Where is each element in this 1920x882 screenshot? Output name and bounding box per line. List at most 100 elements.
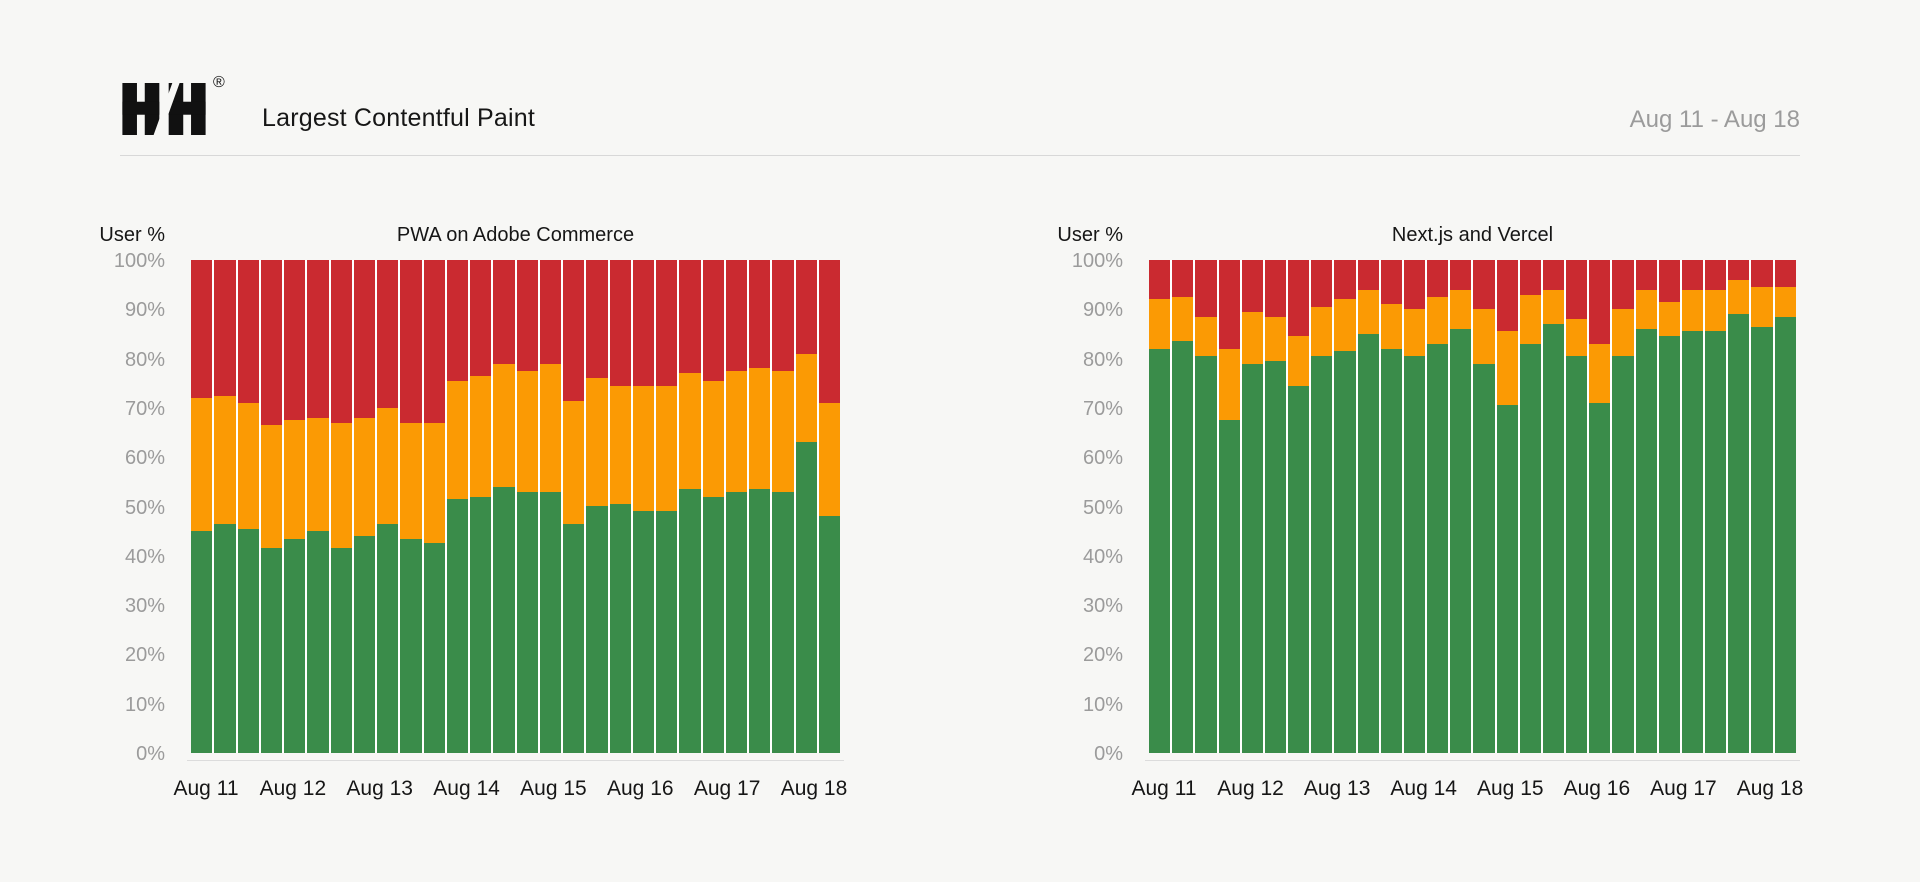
bar-segment-red[interactable] xyxy=(1311,260,1333,307)
bar-segment-red[interactable] xyxy=(1195,260,1217,317)
bar-segment-red[interactable] xyxy=(632,260,654,386)
bar-segment-orange[interactable] xyxy=(795,353,817,443)
bar-segment-orange[interactable] xyxy=(307,417,329,532)
bar-segment-red[interactable] xyxy=(1218,260,1240,349)
stacked-bar[interactable] xyxy=(1728,260,1750,753)
bar-segment-orange[interactable] xyxy=(1450,289,1472,330)
stacked-bar[interactable] xyxy=(795,260,817,753)
bar-segment-red[interactable] xyxy=(1288,260,1310,337)
stacked-bar[interactable] xyxy=(1195,260,1217,753)
stacked-bar[interactable] xyxy=(260,260,282,753)
bar-segment-green[interactable] xyxy=(1589,402,1611,753)
bar-segment-orange[interactable] xyxy=(725,370,747,492)
bar-segment-red[interactable] xyxy=(679,260,701,374)
bar-segment-orange[interactable] xyxy=(237,402,259,529)
stacked-bar[interactable] xyxy=(191,260,213,753)
bar-segment-green[interactable] xyxy=(656,511,678,753)
bar-segment-red[interactable] xyxy=(539,260,561,364)
bar-segment-green[interactable] xyxy=(191,531,213,753)
bar-segment-red[interactable] xyxy=(1427,260,1449,297)
bar-segment-green[interactable] xyxy=(1705,331,1727,753)
bar-segment-green[interactable] xyxy=(1380,348,1402,753)
stacked-bar[interactable] xyxy=(214,260,236,753)
bar-segment-red[interactable] xyxy=(1728,260,1750,280)
bar-segment-green[interactable] xyxy=(1612,356,1634,753)
bar-segment-green[interactable] xyxy=(400,538,422,753)
stacked-bar[interactable] xyxy=(1380,260,1402,753)
stacked-bar[interactable] xyxy=(772,260,794,753)
bar-segment-green[interactable] xyxy=(539,491,561,753)
bar-segment-red[interactable] xyxy=(260,260,282,426)
stacked-bar[interactable] xyxy=(330,260,352,753)
stacked-bar[interactable] xyxy=(1542,260,1565,753)
bar-segment-red[interactable] xyxy=(1705,260,1727,290)
bar-segment-red[interactable] xyxy=(284,260,306,421)
bar-segment-red[interactable] xyxy=(446,260,468,381)
bar-segment-green[interactable] xyxy=(1357,333,1379,753)
bar-segment-red[interactable] xyxy=(1681,260,1704,290)
bar-segment-red[interactable] xyxy=(586,260,608,379)
bar-segment-orange[interactable] xyxy=(1241,311,1263,364)
stacked-bar[interactable] xyxy=(353,260,375,753)
bar-segment-orange[interactable] xyxy=(284,420,306,539)
bar-segment-red[interactable] xyxy=(470,260,492,376)
bar-segment-red[interactable] xyxy=(702,260,724,381)
bar-segment-orange[interactable] xyxy=(1380,304,1402,349)
bar-segment-green[interactable] xyxy=(1334,351,1356,753)
bar-segment-red[interactable] xyxy=(1172,260,1194,297)
stacked-bar[interactable] xyxy=(1311,260,1333,753)
stacked-bar[interactable] xyxy=(1519,260,1541,753)
bar-segment-green[interactable] xyxy=(1774,316,1796,753)
bar-segment-red[interactable] xyxy=(1519,260,1541,295)
stacked-bar[interactable] xyxy=(400,260,422,753)
stacked-bar[interactable] xyxy=(1705,260,1727,753)
stacked-bar[interactable] xyxy=(586,260,608,753)
bar-segment-green[interactable] xyxy=(1635,329,1657,753)
bar-segment-red[interactable] xyxy=(1149,260,1171,300)
bar-segment-green[interactable] xyxy=(237,528,259,753)
bar-segment-green[interactable] xyxy=(1658,336,1680,753)
bar-segment-red[interactable] xyxy=(563,260,585,401)
bar-segment-red[interactable] xyxy=(1334,260,1356,300)
bar-segment-orange[interactable] xyxy=(1635,289,1657,330)
bar-segment-green[interactable] xyxy=(702,496,724,753)
stacked-bar[interactable] xyxy=(423,260,445,753)
bar-segment-orange[interactable] xyxy=(563,400,585,524)
bar-segment-green[interactable] xyxy=(1681,331,1704,753)
bar-segment-orange[interactable] xyxy=(1195,316,1217,357)
bar-segment-green[interactable] xyxy=(563,523,585,753)
bar-segment-green[interactable] xyxy=(1241,363,1263,753)
stacked-bar[interactable] xyxy=(1751,260,1773,753)
bar-segment-red[interactable] xyxy=(749,260,771,369)
bar-segment-red[interactable] xyxy=(1566,260,1588,320)
stacked-bar[interactable] xyxy=(679,260,701,753)
stacked-bar[interactable] xyxy=(609,260,631,753)
bar-segment-green[interactable] xyxy=(1218,420,1240,753)
bar-segment-orange[interactable] xyxy=(330,422,352,549)
bar-segment-green[interactable] xyxy=(1496,405,1518,753)
bar-segment-green[interactable] xyxy=(1427,343,1449,753)
bar-segment-orange[interactable] xyxy=(353,417,375,537)
bar-segment-green[interactable] xyxy=(1519,343,1541,753)
bar-segment-orange[interactable] xyxy=(586,378,608,507)
stacked-bar[interactable] xyxy=(632,260,654,753)
bar-segment-green[interactable] xyxy=(795,442,817,753)
bar-segment-orange[interactable] xyxy=(191,398,213,532)
bar-segment-orange[interactable] xyxy=(1658,301,1680,337)
stacked-bar[interactable] xyxy=(1288,260,1310,753)
bar-segment-green[interactable] xyxy=(1728,314,1750,753)
stacked-bar[interactable] xyxy=(1149,260,1171,753)
bar-segment-green[interactable] xyxy=(1473,363,1495,753)
bar-segment-green[interactable] xyxy=(818,516,840,753)
bar-segment-orange[interactable] xyxy=(1311,306,1333,357)
stacked-bar[interactable] xyxy=(749,260,771,753)
stacked-bar[interactable] xyxy=(1635,260,1657,753)
bar-segment-red[interactable] xyxy=(214,260,236,396)
bar-segment-orange[interactable] xyxy=(423,422,445,544)
bar-segment-red[interactable] xyxy=(237,260,259,403)
bar-segment-green[interactable] xyxy=(1288,385,1310,753)
bar-segment-orange[interactable] xyxy=(1496,331,1518,406)
bar-segment-orange[interactable] xyxy=(1218,348,1240,421)
bar-segment-orange[interactable] xyxy=(1705,289,1727,332)
stacked-bar[interactable] xyxy=(1473,260,1495,753)
